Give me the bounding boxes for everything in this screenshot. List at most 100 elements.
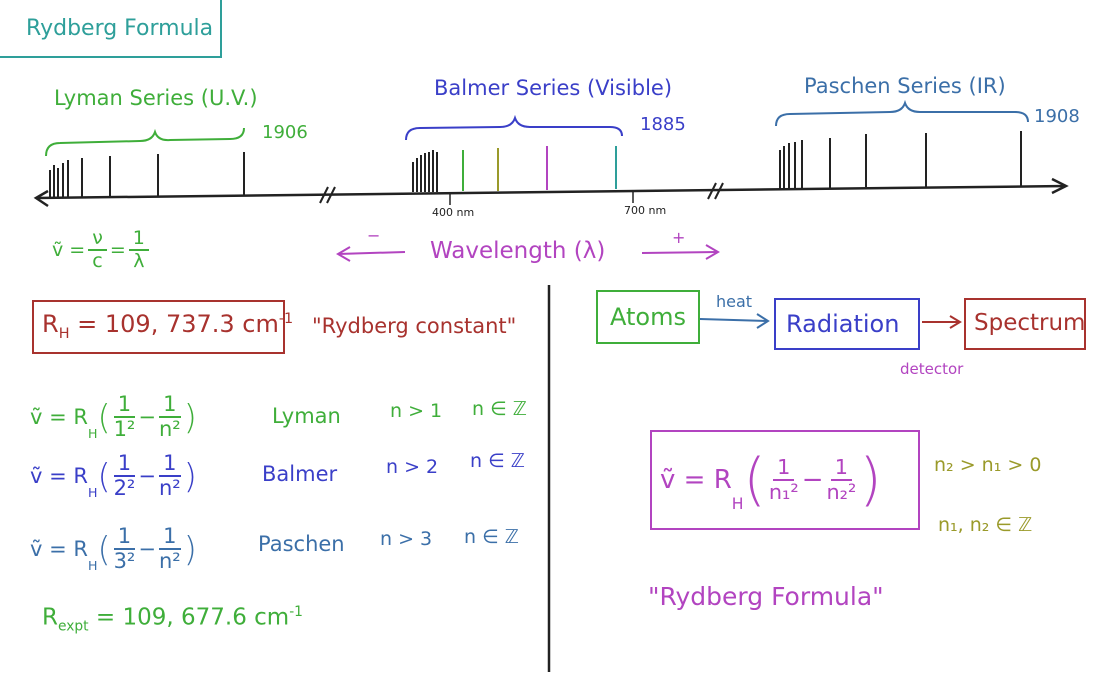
wavenumber-definition: ṽ = ν c = 1 λ [52,228,152,272]
rydberg-formula-name: "Rydberg Formula" [648,582,884,611]
rydberg-constant-value: RH = 109, 737.3 cm-1 [42,310,293,342]
lyman-num1: 1 [113,392,136,419]
rexpt-symbol: R [42,604,58,631]
balmer-name: Balmer [262,462,338,486]
axis-break-1 [319,186,336,204]
paschen-sub: H [87,558,98,574]
rexpt-sup: -1 [289,604,303,620]
general-lhs: ṽ = R [660,465,732,495]
nu-num: ν [88,228,107,251]
lyman-name: Lyman [272,404,341,428]
balmer-set: n ∈ ℤ [470,450,525,472]
general-sub: H [731,495,744,513]
paschen-frac2: 1 n² [158,524,181,574]
lyman-rparen: ) [183,397,197,437]
balmer-brace [405,114,623,141]
wavelength-axis [35,184,1067,200]
paschen-rparen: ) [183,529,197,569]
atoms-label: Atoms [610,303,686,331]
paschen-den1: 3² [113,549,136,574]
balmer-sub: H [87,485,98,501]
paschen-minus: − [138,537,156,562]
general-rparen: ) [859,447,882,513]
general-den1: n₁² [768,480,799,504]
rh-symbol: R [42,310,59,338]
wavenumber-lhs: ṽ = [52,238,86,261]
radiation-box [774,298,920,350]
atoms-box [596,290,700,344]
general-cond1: n₂ > n₁ > 0 [934,454,1042,476]
spectrum-box [964,298,1086,350]
lyman-den1: 1² [113,417,136,442]
rydberg-constant-box [32,300,285,354]
balmer-num2: 1 [159,451,181,478]
paschen-num1: 1 [113,524,136,551]
general-num2: 1 [830,456,853,481]
balmer-frac1: 1 2² [113,451,136,500]
paschen-lparen: ( [97,529,111,569]
paschen-lines [779,131,1022,189]
paschen-name: Paschen [258,532,345,556]
rh-sup: -1 [278,311,294,327]
lyman-label: Lyman Series (U.V.) [54,86,258,110]
plus-arrowhead [705,244,720,260]
lyman-num2: 1 [159,392,181,419]
general-lparen: ( [743,447,766,513]
nu-over-c: ν c [88,228,107,272]
paschen-brace [775,99,1029,127]
rydberg-formula-box [650,430,920,530]
general-frac1: 1 n₁² [769,456,799,504]
paschen-set: n ∈ ℤ [464,526,519,548]
lyman-sub: H [87,426,98,442]
balmer-lhs: ṽ = R [30,464,88,489]
balmer-lines [412,146,617,192]
general-frac2: 1 n₂² [826,456,856,504]
rh-rest: = 109, 737.3 cm [69,310,279,338]
lyman-minus: − [138,405,156,430]
lyman-den2: n² [158,417,181,442]
detector-arrowhead [949,315,962,329]
tick-400-label: 400 nm [432,206,475,219]
paschen-num2: 1 [159,524,181,551]
lyman-year: 1906 [262,122,308,143]
rydberg-constant-name: "Rydberg constant" [312,314,517,338]
minus-sign: − [367,226,381,245]
c-den: c [92,249,103,272]
lyman-frac1: 1 1² [113,392,136,442]
minus-arrow-line [337,251,406,255]
wavelength-label: Wavelength (λ) [430,238,606,264]
axis-break-2 [707,182,724,200]
lyman-set: n ∈ ℤ [472,398,527,420]
balmer-num1: 1 [113,451,136,478]
paschen-den2: n² [158,549,181,574]
heat-arrowhead [756,313,770,329]
general-num1: 1 [773,456,795,481]
one-num: 1 [128,228,149,251]
balmer-lparen: ( [97,456,111,496]
balmer-den2: n² [158,476,181,501]
paschen-year: 1908 [1034,106,1080,127]
general-minus: − [801,465,824,495]
tick-700-label: 700 nm [624,204,667,217]
paschen-lhs: ṽ = R [30,537,88,562]
experimental-value: Rexpt = 109, 677.6 cm-1 [42,604,303,634]
plus-sign: + [672,228,686,247]
radiation-label: Radiation [786,310,900,338]
axis-left-arrow [33,189,49,208]
lambda-den: λ [133,249,145,272]
rexpt-rest: = 109, 677.6 cm [88,604,290,631]
page-title: Rydberg Formula [26,16,214,41]
balmer-minus: − [138,464,156,489]
axis-right-arrow [1051,177,1069,195]
lyman-lparen: ( [97,397,111,437]
minus-arrowhead [336,246,351,262]
paschen-label: Paschen Series (IR) [804,74,1006,98]
detector-label: detector [900,360,964,378]
paschen-cond: n > 3 [380,528,433,550]
general-den2: n₂² [826,480,857,504]
lyman-brace [45,127,245,157]
